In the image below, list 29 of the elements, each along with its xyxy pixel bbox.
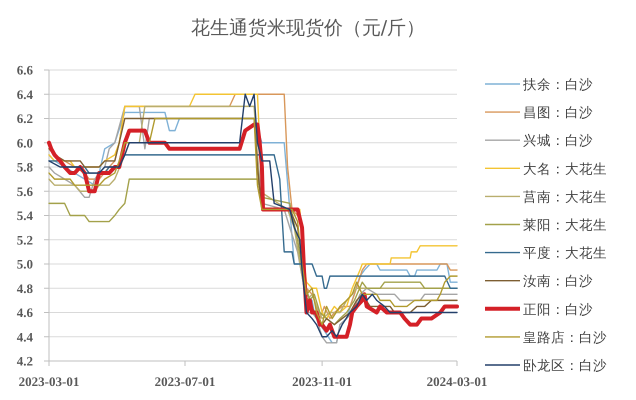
y-tick-label: 4.6: [16, 305, 33, 320]
y-tick-label: 6.4: [16, 86, 33, 102]
legend-label: 昌图：白沙: [523, 105, 593, 122]
y-tick-label: 4.8: [16, 280, 33, 296]
x-tick-label: 2023-11-01: [292, 374, 352, 389]
x-tick-label: 2024-03-01: [426, 374, 488, 389]
legend-label: 皇路店：白沙: [523, 330, 607, 346]
y-tick-label: 6.2: [16, 111, 33, 126]
y-tick-label: 6.0: [16, 135, 33, 150]
title: 花生通货米现货价（元/斤）: [190, 17, 426, 39]
y-tick-label: 5.0: [16, 256, 33, 272]
x-tick-label: 2023-07-01: [154, 374, 216, 389]
legend-label: 卧龙区：白沙: [523, 358, 607, 374]
legend-label: 兴城：白沙: [523, 133, 593, 150]
x-tick-label: 2023-03-01: [18, 374, 80, 389]
y-tick-label: 5.4: [16, 208, 33, 223]
legend-label: 正阳：白沙: [523, 302, 593, 318]
y-tick-label: 4.2: [16, 354, 33, 368]
y-tick-label: 5.6: [16, 184, 33, 199]
legend-label: 扶余：白沙: [523, 77, 593, 93]
legend-label: 莱阳：大花生: [523, 218, 607, 234]
y-tick-label: 5.2: [16, 232, 33, 248]
legend-label: 汝南：白沙: [523, 274, 593, 290]
y-tick-label: 5.8: [16, 160, 33, 174]
legend-label: 平度：大花生: [523, 246, 607, 262]
y-tick-label: 6.6: [16, 62, 33, 78]
legend-label: 大名：大花生: [523, 161, 607, 178]
y-tick-label: 4.4: [16, 329, 33, 344]
legend-label: 莒南：大花生: [523, 189, 607, 206]
